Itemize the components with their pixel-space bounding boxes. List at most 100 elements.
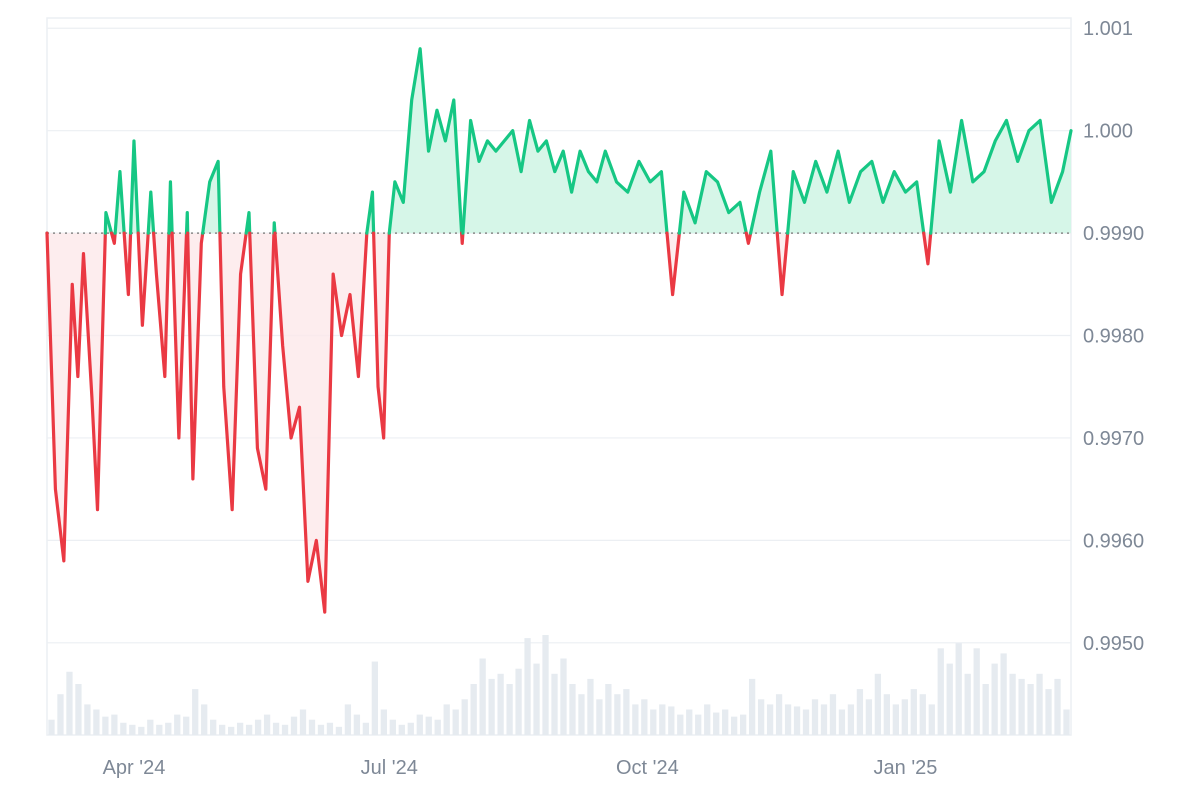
volume-bar bbox=[919, 694, 926, 735]
volume-bar bbox=[138, 726, 145, 735]
volume-bar bbox=[317, 724, 325, 735]
below-area bbox=[274, 233, 367, 613]
volume-bar bbox=[739, 714, 747, 735]
volume-bar bbox=[596, 699, 603, 735]
above-line-segment bbox=[103, 211, 114, 235]
below-line-segment bbox=[460, 231, 465, 245]
above-area bbox=[679, 171, 747, 234]
volume-bar bbox=[111, 714, 118, 735]
volume-bar bbox=[84, 704, 91, 735]
volume-bar bbox=[1027, 684, 1034, 735]
volume-bar bbox=[488, 678, 495, 735]
x-tick-label: Jan '25 bbox=[874, 757, 938, 779]
volume-bar bbox=[389, 719, 396, 735]
volume-bar bbox=[335, 726, 343, 735]
volume-bar bbox=[695, 714, 702, 735]
volume-bar bbox=[722, 709, 729, 735]
volume-bar bbox=[533, 663, 540, 735]
volume-bar bbox=[928, 704, 935, 735]
volume-bar bbox=[353, 714, 361, 735]
below-line-segment bbox=[248, 231, 276, 491]
above-line-segment bbox=[749, 149, 779, 235]
below-line-segment bbox=[136, 231, 150, 327]
volume-bar bbox=[713, 712, 720, 735]
volume-bar bbox=[129, 724, 136, 735]
volume-bar bbox=[272, 722, 280, 735]
volume-bar bbox=[308, 719, 316, 735]
volume-bar bbox=[811, 699, 819, 735]
volume-bar bbox=[407, 722, 414, 735]
volume-bar bbox=[623, 689, 630, 735]
below-line-segment bbox=[665, 231, 681, 297]
volume-bar bbox=[605, 684, 612, 735]
volume-bar bbox=[48, 719, 55, 735]
volume-bar bbox=[874, 673, 882, 735]
volume-bar bbox=[281, 724, 289, 735]
volume-bar bbox=[901, 699, 908, 735]
volume-bar bbox=[587, 678, 594, 735]
below-line-segment bbox=[122, 231, 133, 297]
volume-bar bbox=[120, 722, 127, 735]
volume-bar bbox=[1000, 653, 1007, 735]
above-line-segment bbox=[167, 180, 174, 235]
volume-bar bbox=[748, 678, 756, 735]
volume-bar bbox=[856, 689, 864, 735]
volume-bar bbox=[991, 663, 998, 735]
volume-bar bbox=[236, 722, 244, 735]
y-tick-label: 0.9950 bbox=[1083, 633, 1144, 655]
below-line-segment bbox=[186, 231, 205, 481]
volume-bar bbox=[147, 719, 154, 735]
volume-bar bbox=[174, 714, 181, 735]
below-area bbox=[47, 233, 106, 561]
volume-bar bbox=[641, 699, 648, 735]
below-area bbox=[373, 233, 390, 438]
volume-bar bbox=[1009, 673, 1016, 735]
volume-bar bbox=[362, 722, 370, 735]
volume-bar bbox=[542, 635, 549, 735]
volume-bar bbox=[1036, 673, 1043, 735]
volume-bar bbox=[677, 714, 684, 735]
above-area bbox=[389, 48, 462, 234]
above-line-segment bbox=[146, 190, 156, 235]
below-line-segment bbox=[273, 231, 369, 614]
volume-bar bbox=[551, 673, 558, 735]
y-tick-label: 0.9970 bbox=[1083, 428, 1144, 450]
volume-bar bbox=[398, 724, 405, 735]
volume-bar bbox=[227, 726, 235, 735]
volume-bar bbox=[1045, 689, 1052, 735]
volume-bar bbox=[156, 724, 163, 735]
volume-bar bbox=[452, 709, 459, 735]
above-line-segment bbox=[677, 170, 748, 235]
volume-bar bbox=[784, 704, 792, 735]
x-tick-label: Apr '24 bbox=[103, 757, 166, 779]
volume-bar bbox=[57, 694, 64, 735]
volume-bar bbox=[497, 673, 504, 735]
volume-bar bbox=[515, 668, 522, 735]
below-line-segment bbox=[152, 231, 171, 379]
volume-bar bbox=[470, 684, 477, 735]
below-area bbox=[249, 233, 274, 490]
below-line-segment bbox=[372, 231, 391, 440]
above-line-segment bbox=[387, 47, 464, 235]
below-area bbox=[219, 233, 247, 510]
volume-bar bbox=[910, 689, 917, 735]
volume-bar bbox=[299, 709, 307, 735]
above-line-segment bbox=[272, 221, 277, 235]
volume-bar bbox=[245, 724, 253, 735]
volume-bar bbox=[569, 684, 576, 735]
volume-bar bbox=[775, 694, 783, 735]
y-tick-label: 1.000 bbox=[1083, 121, 1133, 143]
volume-bar bbox=[461, 699, 468, 735]
volume-bar bbox=[1063, 709, 1070, 735]
volume-bar bbox=[210, 719, 217, 735]
volume-bar bbox=[650, 709, 657, 735]
volume-bar bbox=[1054, 678, 1061, 735]
y-tick-label: 0.9980 bbox=[1083, 326, 1144, 348]
volume-bar bbox=[183, 716, 190, 735]
volume-bar bbox=[524, 638, 531, 735]
volume-bar bbox=[344, 704, 352, 735]
volume-bar bbox=[659, 704, 666, 735]
volume-bar bbox=[506, 684, 513, 735]
volume-bar bbox=[892, 704, 899, 735]
